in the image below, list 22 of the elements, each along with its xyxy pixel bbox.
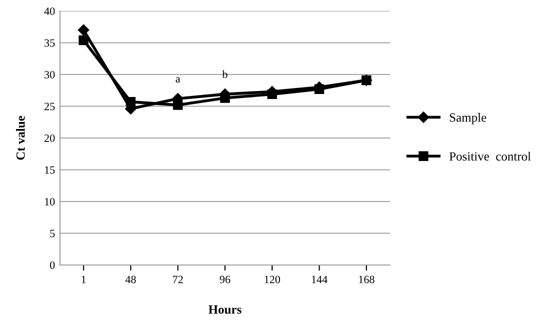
annotation: b — [222, 70, 228, 78]
y-tick-label: 25 — [44, 102, 55, 110]
y-axis-title: Ct value — [16, 116, 25, 160]
x-tick-label: 120 — [264, 276, 280, 284]
x-axis-title: Hours — [208, 305, 242, 314]
legend-label: Positive control — [449, 152, 531, 161]
x-tick-label: 96 — [220, 276, 230, 284]
x-tick-label: 48 — [125, 276, 136, 284]
y-tick-label: 20 — [44, 134, 55, 142]
x-tick-label: 72 — [173, 276, 183, 284]
y-tick-label: 10 — [45, 198, 55, 206]
annotation: a — [176, 77, 180, 82]
y-tick-label: 15 — [45, 166, 55, 174]
y-tick-label: 40 — [44, 7, 55, 15]
y-tick-label: 35 — [44, 39, 55, 47]
x-tick-label: 1 — [82, 276, 86, 284]
y-tick-label: 0 — [50, 261, 55, 269]
y-tick-label: 5 — [50, 230, 55, 238]
x-tick-label: 168 — [359, 276, 374, 284]
y-tick-label: 30 — [44, 70, 55, 78]
legend-label: Sample — [450, 112, 486, 124]
x-tick-label: 144 — [312, 276, 328, 284]
